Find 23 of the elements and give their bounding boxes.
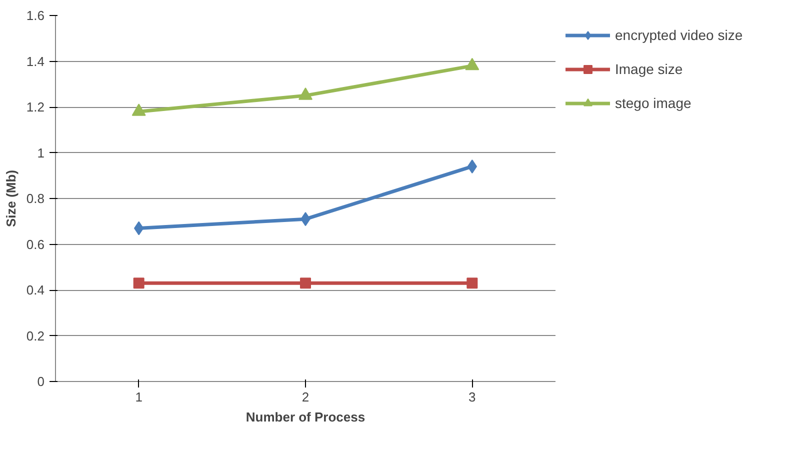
point — [466, 278, 478, 289]
point — [465, 58, 480, 70]
y-tick-label: 1 — [37, 145, 45, 160]
legend-label: Image size — [615, 61, 683, 77]
x-tick-label: 1 — [135, 390, 142, 404]
y-tick-label: 1.4 — [26, 54, 45, 69]
y-tick-label: 0 — [37, 374, 45, 389]
point — [132, 104, 146, 116]
point — [300, 278, 311, 289]
x-axis-title: Number of Process — [246, 410, 366, 424]
x-tick-label: 2 — [302, 390, 310, 404]
legend-label: encrypted video size — [615, 27, 743, 43]
point — [298, 88, 312, 100]
y-axis-title: Size (Mb) — [3, 170, 18, 228]
x-tick-label: 3 — [468, 390, 476, 404]
y-tick-label: 1.6 — [26, 8, 45, 23]
y-tick-label: 0.4 — [26, 282, 45, 298]
y-tick-label: 0.6 — [26, 236, 45, 252]
y-tick-label: 0.8 — [26, 191, 45, 206]
legend-label: stego image — [615, 95, 692, 111]
y-tick-label: 0.2 — [26, 328, 45, 344]
y-tick-label: 1.2 — [26, 100, 45, 114]
point — [133, 278, 144, 289]
